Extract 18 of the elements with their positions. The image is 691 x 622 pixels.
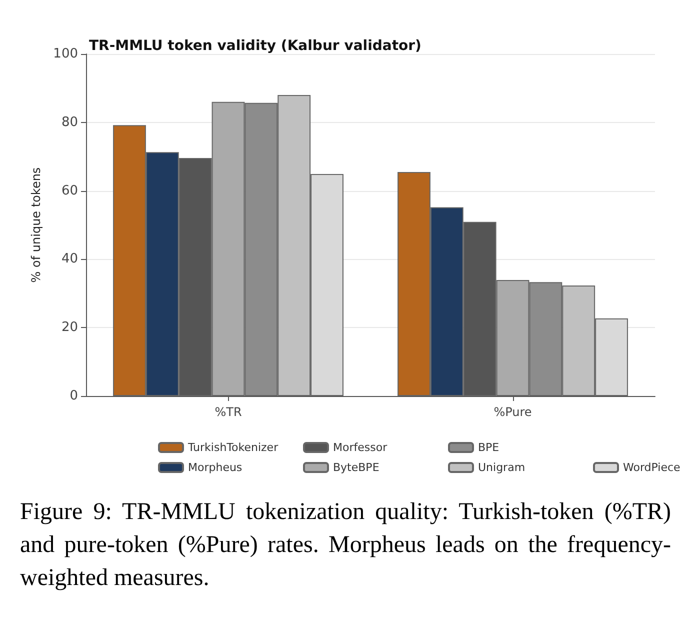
legend-label: BPE xyxy=(478,441,500,454)
y-tick-label: 20 xyxy=(61,320,78,336)
caption: Figure 9: TR-MMLU tokenization quality: Turkish-token (%TR) and pure-token (%Pure) rates. Morpheus leads on the frequency-weighted measures. xyxy=(19,498,672,593)
y-tick-label: 80 xyxy=(61,114,78,130)
y-tick-label: 60 xyxy=(61,183,78,198)
legend-label: TurkishTokenizer xyxy=(187,441,279,454)
legend-label: ByteBPE xyxy=(333,461,380,474)
y-tick-label: 40 xyxy=(61,252,78,267)
chart-title: TR-MMLU token validity (Kalbur validator) xyxy=(89,38,422,54)
y-tick-label: 0 xyxy=(70,388,78,404)
y-axis-title: % of unique tokens xyxy=(29,167,43,283)
x-tick-label: %Pure xyxy=(494,405,532,419)
legend-label: Unigram xyxy=(478,461,526,474)
legend-label: Morpheus xyxy=(188,461,242,474)
legend-label: Morfessor xyxy=(333,441,388,454)
x-tick-label: %TR xyxy=(214,405,242,419)
y-tick-label: 100 xyxy=(53,46,78,62)
legend-label: WordPiece xyxy=(623,461,681,474)
